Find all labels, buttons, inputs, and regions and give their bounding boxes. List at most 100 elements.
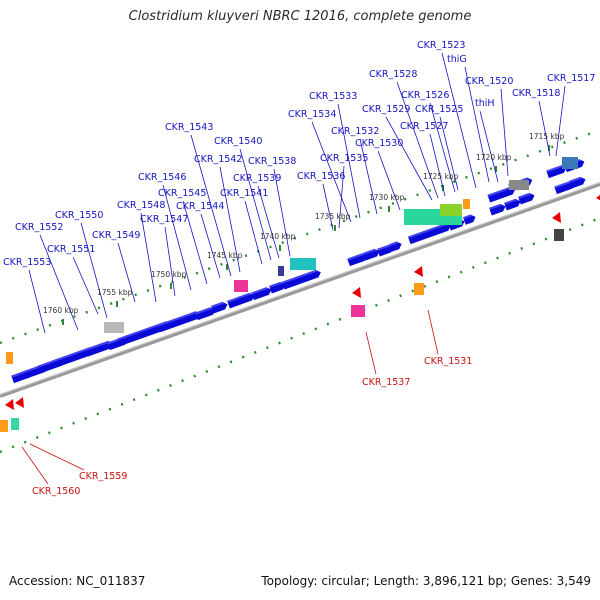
forward-gene-label: CKR_1523	[417, 40, 465, 51]
forward-gene-arrow	[347, 253, 368, 267]
reverse-label-leader	[29, 443, 85, 471]
forward-label-leader	[322, 183, 334, 231]
forward-gene-label: CKR_1533	[309, 91, 357, 102]
green-feature-2	[11, 418, 19, 430]
forward-gene-label: CKR_1542	[194, 154, 242, 165]
forward-gene-label: CKR_1544	[176, 201, 224, 212]
orange-feature	[463, 199, 470, 209]
forward-gene-arrow	[238, 292, 255, 305]
reverse-gene-label: CKR_1560	[32, 486, 80, 497]
forward-label-leader	[359, 138, 378, 215]
forward-label-leader	[464, 66, 490, 183]
forward-gene-arrow	[195, 307, 216, 321]
forward-gene-arrow	[569, 176, 586, 189]
genome-summary-text: Topology: circular; Length: 3,896,121 bp…	[261, 574, 591, 588]
forward-label-leader	[39, 234, 79, 331]
scale-label: 1715 kbp	[529, 132, 565, 141]
forward-gene-label: CKR_1543	[165, 122, 213, 133]
forward-gene-label: CKR_1539	[233, 173, 281, 184]
forward-gene-label: thiG	[447, 54, 467, 65]
forward-gene-label: CKR_1525	[415, 104, 463, 115]
lime-feature	[440, 204, 462, 216]
forward-gene-label: CKR_1541	[220, 188, 268, 199]
scale-label: 1760 kbp	[43, 306, 79, 315]
scale-label: 1735 kbp	[315, 212, 351, 221]
forward-gene-label: CKR_1527	[400, 121, 448, 132]
forward-gene-label: CKR_1547	[140, 214, 188, 225]
forward-gene-label: CKR_1534	[288, 109, 336, 120]
gene-track	[0, 157, 600, 432]
forward-label-leader	[538, 100, 551, 157]
forward-label-leader	[337, 103, 361, 219]
scale-label: 1745 kbp	[207, 251, 243, 260]
forward-gene-arrow	[463, 214, 476, 225]
forward-gene-label: CKR_1550	[55, 210, 103, 221]
forward-label-leader	[257, 185, 280, 259]
forward-label-leader	[244, 200, 263, 265]
forward-gene-label: CKR_1549	[92, 230, 140, 241]
reverse-label-leader	[365, 331, 377, 375]
forward-gene-label: CKR_1528	[369, 69, 417, 80]
forward-gene-label: CKR_1546	[138, 172, 186, 183]
reverse-gene-label: CKR_1559	[79, 471, 127, 482]
forward-gene-arrow	[117, 321, 172, 347]
scale-label: 1720 kbp	[476, 153, 512, 162]
forward-label-leader	[479, 110, 499, 183]
reverse-label-leader	[21, 446, 49, 485]
forward-gene-label: CKR_1545	[158, 188, 206, 199]
forward-gene-label: CKR_1553	[3, 257, 51, 268]
forward-gene-label: CKR_1532	[331, 126, 379, 137]
reverse-gene-arrow	[352, 287, 361, 298]
forward-gene-arrow	[269, 281, 286, 294]
forward-label-leader	[164, 226, 176, 297]
forward-gene-arrow	[211, 301, 228, 314]
forward-label-leader	[377, 150, 401, 211]
forward-gene-arrow	[251, 287, 272, 301]
forward-gene-arrow	[85, 340, 114, 357]
reverse-label-leader	[427, 309, 439, 355]
forward-gene-arrow	[518, 192, 535, 205]
forward-gene-label: CKR_1518	[512, 88, 560, 99]
forward-label-leader	[117, 242, 136, 303]
steel-feature	[562, 157, 578, 169]
reverse-gene-label: CKR_1537	[362, 377, 410, 388]
genome-backbone-highlight	[0, 182, 600, 395]
label-leaders	[21, 52, 566, 485]
forward-label-leader	[338, 165, 345, 229]
forward-gene-label: CKR_1551	[47, 244, 95, 255]
forward-gene-arrow	[157, 311, 201, 333]
forward-gene-label: CKR_1552	[15, 222, 63, 233]
forward-gene-arrow	[377, 244, 394, 257]
scale-label: 1730 kbp	[369, 193, 405, 202]
forward-gene-arrow	[407, 223, 451, 245]
forward-label-leader	[72, 256, 99, 315]
forward-label-leader	[28, 269, 46, 334]
forward-label-leader	[500, 88, 509, 177]
forward-gene-label: CKR_1517	[547, 73, 595, 84]
reverse-gene-arrow	[414, 266, 423, 277]
forward-label-leader	[162, 184, 192, 291]
reverse-gene-label: CKR_1531	[424, 356, 472, 367]
forward-label-leader	[80, 222, 108, 319]
dark-feature	[554, 229, 564, 241]
forward-gene-label: CKR_1535	[320, 153, 368, 164]
forward-gene-arrow	[281, 269, 321, 290]
pink-feature	[234, 280, 248, 292]
reverse-gene-arrow	[15, 397, 24, 408]
forward-label-leader	[182, 200, 208, 285]
accession-text: Accession: NC_011837	[9, 574, 146, 588]
map-title: Clostridium kluyveri NBRC 12016, complet…	[128, 9, 472, 24]
forward-label-leader	[429, 102, 456, 193]
forward-label-leader	[385, 116, 433, 201]
reverse-gene-arrow	[552, 212, 561, 223]
forward-label-leader	[219, 166, 241, 273]
gray-feature-2	[509, 180, 529, 190]
forward-label-leader	[555, 85, 566, 157]
scale-label: 1755 kbp	[97, 288, 133, 297]
pink-feature-2	[351, 305, 365, 317]
forward-gene-label: CKR_1520	[465, 76, 513, 87]
orange-feature-4	[0, 420, 8, 432]
forward-label-leader	[273, 168, 291, 257]
forward-gene-label: CKR_1526	[401, 90, 449, 101]
